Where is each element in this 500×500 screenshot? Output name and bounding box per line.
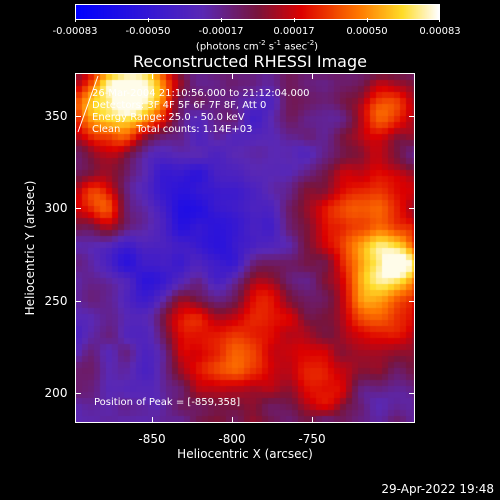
y-tick-label: 350 xyxy=(44,109,68,123)
x-tick-label: -800 xyxy=(218,432,246,446)
y-tick xyxy=(409,393,415,394)
info-time-range: 26-Mar-2004 21:10:56.000 to 21:12:04.000 xyxy=(92,88,310,99)
x-tick-label: -750 xyxy=(298,432,326,446)
x-tick xyxy=(232,73,233,79)
colorbar-tick xyxy=(148,18,149,22)
y-tick xyxy=(75,301,81,302)
colorbar-tick-label: 0.00083 xyxy=(419,26,461,37)
colorbar-units: (photons cm-2 s-1 asec-2) xyxy=(196,39,318,52)
x-tick xyxy=(232,417,233,423)
colorbar-tick-label: -0.00083 xyxy=(52,26,98,37)
colorbar-tick xyxy=(439,18,440,22)
y-tick xyxy=(409,301,415,302)
x-tick xyxy=(152,417,153,423)
y-tick xyxy=(75,208,81,209)
info-detectors: Detectors: 3F 4F 5F 6F 7F 8F, Att 0 xyxy=(92,100,267,111)
units-sup-2: -1 xyxy=(274,39,282,47)
y-tick-label: 250 xyxy=(44,294,68,308)
units-sup-1: -2 xyxy=(258,39,266,47)
colorbar-tick-label: -0.00017 xyxy=(198,26,244,37)
y-axis-title: Heliocentric Y (arcsec) xyxy=(23,180,37,316)
colorbar xyxy=(75,4,440,20)
rhessi-map xyxy=(76,74,414,422)
flare-contour-icon xyxy=(77,75,99,133)
y-tick-label: 200 xyxy=(44,386,68,400)
x-tick xyxy=(152,73,153,79)
y-tick xyxy=(75,393,81,394)
y-tick xyxy=(409,116,415,117)
x-axis-title: Heliocentric X (arcsec) xyxy=(177,447,313,461)
units-text-mid-2: asec xyxy=(281,41,308,53)
y-tick xyxy=(409,208,415,209)
units-sup-3: -2 xyxy=(307,39,315,47)
rhessi-image-plot xyxy=(75,73,415,423)
x-tick xyxy=(312,73,313,79)
x-tick xyxy=(312,417,313,423)
colorbar-tick xyxy=(294,18,295,22)
colorbar-tick-label: 0.00017 xyxy=(273,26,315,37)
colorbar-tick xyxy=(367,18,368,22)
colorbar-tick xyxy=(221,18,222,22)
units-text-mid-1: s xyxy=(265,41,275,53)
y-tick-label: 300 xyxy=(44,201,68,215)
x-tick-label: -850 xyxy=(138,432,166,446)
units-text-prefix: (photons cm xyxy=(195,41,259,53)
image-title: Reconstructed RHESSI Image xyxy=(133,52,367,71)
info-energy-range: Energy Range: 25.0 - 50.0 keV xyxy=(92,112,245,123)
units-text-suffix: ) xyxy=(314,41,319,53)
datestamp: 29-Apr-2022 19:48 xyxy=(381,482,494,496)
colorbar-tick xyxy=(75,18,76,22)
info-clean-counts: Clean Total counts: 1.14E+03 xyxy=(92,124,253,135)
peak-position-label: Position of Peak = [-859,358] xyxy=(94,397,241,408)
colorbar-gradient xyxy=(76,5,439,19)
y-tick xyxy=(75,116,81,117)
colorbar-tick-label: 0.00050 xyxy=(346,26,388,37)
colorbar-tick-label: -0.00050 xyxy=(125,26,171,37)
